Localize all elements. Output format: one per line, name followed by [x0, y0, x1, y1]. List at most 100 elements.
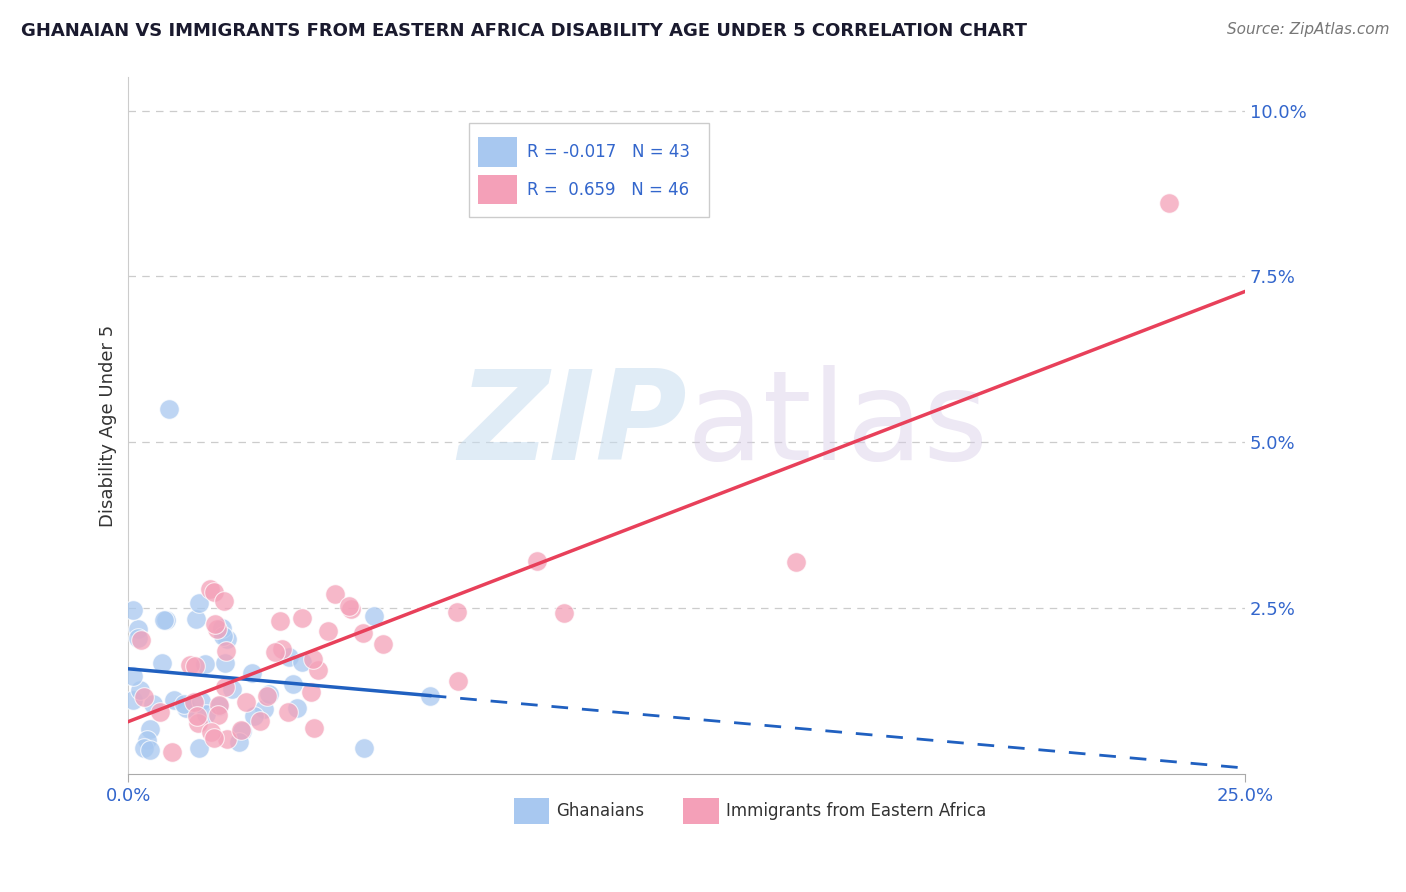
Point [228, 735, 250, 749]
Point [127, 622, 149, 636]
Point [419, 689, 441, 703]
Point [186, 612, 208, 626]
Point [215, 644, 238, 658]
Point [249, 714, 271, 728]
Point [307, 664, 329, 678]
Point [179, 657, 201, 672]
Point [271, 642, 294, 657]
Point [139, 743, 162, 757]
Point [363, 609, 385, 624]
Point [323, 587, 346, 601]
Point [353, 740, 375, 755]
Point [207, 707, 229, 722]
Text: R = -0.017   N = 43: R = -0.017 N = 43 [527, 143, 690, 161]
Point [183, 695, 205, 709]
Point [150, 656, 173, 670]
Point [173, 697, 195, 711]
FancyBboxPatch shape [513, 797, 550, 824]
Point [229, 723, 252, 738]
Point [129, 632, 152, 647]
Point [291, 611, 314, 625]
Text: atlas: atlas [686, 365, 988, 486]
Point [208, 699, 231, 714]
Point [157, 402, 180, 417]
Point [256, 690, 278, 704]
Text: GHANAIAN VS IMMIGRANTS FROM EASTERN AFRICA DISABILITY AGE UNDER 5 CORRELATION CH: GHANAIAN VS IMMIGRANTS FROM EASTERN AFRI… [21, 22, 1028, 40]
FancyBboxPatch shape [478, 137, 517, 167]
Text: ZIP: ZIP [458, 365, 686, 486]
Point [526, 554, 548, 568]
Point [316, 624, 339, 638]
Point [211, 621, 233, 635]
Point [195, 707, 218, 722]
Point [302, 721, 325, 735]
Point [122, 693, 145, 707]
Point [217, 632, 239, 646]
Point [208, 698, 231, 712]
Point [122, 669, 145, 683]
Point [212, 594, 235, 608]
Point [278, 650, 301, 665]
Point [240, 665, 263, 680]
Point [277, 705, 299, 719]
Point [553, 607, 575, 621]
Point [371, 637, 394, 651]
Point [139, 722, 162, 736]
Point [269, 614, 291, 628]
Text: Ghanaians: Ghanaians [557, 802, 644, 820]
Point [221, 681, 243, 696]
FancyBboxPatch shape [683, 797, 718, 824]
Point [174, 700, 197, 714]
Point [127, 631, 149, 645]
Point [200, 725, 222, 739]
Point [231, 724, 253, 739]
Point [188, 596, 211, 610]
Point [190, 694, 212, 708]
Point [299, 685, 322, 699]
Y-axis label: Disability Age Under 5: Disability Age Under 5 [100, 325, 117, 527]
Point [337, 599, 360, 614]
Point [204, 617, 226, 632]
Text: Immigrants from Eastern Africa: Immigrants from Eastern Africa [725, 802, 986, 820]
Point [340, 601, 363, 615]
Point [162, 745, 184, 759]
Point [301, 651, 323, 665]
Point [207, 622, 229, 636]
Point [785, 555, 807, 569]
Point [215, 732, 238, 747]
Point [155, 613, 177, 627]
Point [142, 698, 165, 712]
Point [194, 657, 217, 671]
Point [200, 582, 222, 596]
Point [135, 732, 157, 747]
Point [132, 690, 155, 705]
Point [253, 702, 276, 716]
Point [285, 701, 308, 715]
Point [152, 613, 174, 627]
Point [187, 716, 209, 731]
Point [212, 629, 235, 643]
Point [148, 705, 170, 719]
Point [214, 680, 236, 694]
Point [184, 659, 207, 673]
Point [132, 741, 155, 756]
Point [352, 626, 374, 640]
Point [235, 695, 257, 709]
FancyBboxPatch shape [470, 123, 709, 217]
Point [447, 673, 470, 688]
Point [122, 603, 145, 617]
FancyBboxPatch shape [478, 175, 517, 204]
Point [446, 605, 468, 619]
Text: Source: ZipAtlas.com: Source: ZipAtlas.com [1226, 22, 1389, 37]
Point [257, 687, 280, 701]
Point [186, 709, 208, 723]
Point [281, 677, 304, 691]
Point [291, 655, 314, 669]
Point [163, 692, 186, 706]
Point [214, 656, 236, 670]
Point [188, 741, 211, 756]
Text: R =  0.659   N = 46: R = 0.659 N = 46 [527, 180, 689, 199]
Point [202, 585, 225, 599]
Point [264, 645, 287, 659]
Point [129, 683, 152, 698]
